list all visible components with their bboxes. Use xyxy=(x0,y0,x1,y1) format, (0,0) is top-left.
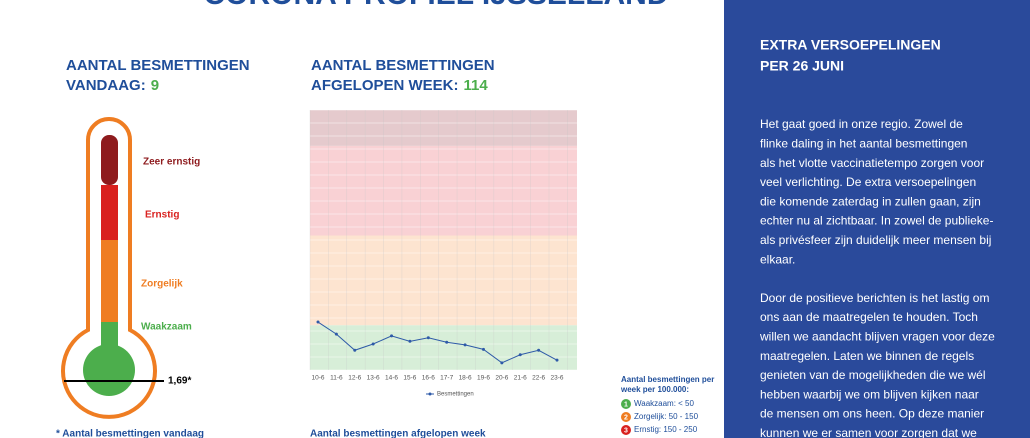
sidebar-text: flinke daling in het aantal besmettingen xyxy=(760,136,967,150)
legend-badge xyxy=(621,425,631,435)
sidebar-text: als privésfeer zijn duidelijk meer mense… xyxy=(760,233,991,247)
heading-value: 9 xyxy=(151,77,159,94)
point xyxy=(481,347,485,351)
point xyxy=(500,361,504,365)
thermometer-marker-label: 1,69* xyxy=(168,376,191,387)
sidebar-text: als het vlotte vaccinatietempo zorgen vo… xyxy=(760,156,984,170)
sidebar-text: hebben waarbij we om blijven kijken naar xyxy=(760,387,979,401)
sidebar-text: genieten van de mogelijkheden die we wél xyxy=(760,368,986,382)
legend-title: week per 100.000: xyxy=(620,385,689,394)
point xyxy=(353,348,357,352)
sidebar-text: echter nu al zichtbaar. In zowel de publ… xyxy=(760,214,993,228)
legend-item: Zorgelijk: 50 - 150 xyxy=(634,412,699,421)
heading: AFGELOPEN WEEK: xyxy=(311,77,459,94)
point xyxy=(426,336,430,340)
thermometer-segment xyxy=(101,185,118,240)
thermometer-label: Ernstig xyxy=(145,210,179,221)
heading: VANDAAG: xyxy=(66,77,146,94)
thermometer-segment xyxy=(101,135,118,185)
x-tick-label: 15-6 xyxy=(403,375,416,382)
legend-label: Besmettingen xyxy=(437,392,474,398)
sidebar-text: de mensen om ons heen. Op deze manier xyxy=(760,407,984,421)
legend-item: Waakzaam: < 50 xyxy=(634,399,695,408)
sidebar-text: Het gaat goed in onze regio. Zowel de xyxy=(760,117,963,131)
band xyxy=(310,145,577,236)
band xyxy=(310,235,577,326)
legend-badge xyxy=(621,412,631,422)
legend-number: 1 xyxy=(624,401,628,408)
thermometer-label: Zeer ernstig xyxy=(143,157,200,168)
legend-number: 3 xyxy=(624,427,628,434)
legend-title: Aantal besmettingen per xyxy=(621,375,714,384)
point xyxy=(555,358,559,362)
x-tick-label: 17-7 xyxy=(440,375,453,382)
sidebar-text: veel verlichting. De extra versoepelinge… xyxy=(760,175,976,189)
legend-swatch xyxy=(428,392,432,396)
sidebar-text: elkaar. xyxy=(760,252,795,266)
sidebar-bg xyxy=(724,0,1030,438)
point xyxy=(371,342,375,346)
sidebar-title: PER 26 JUNI xyxy=(760,58,844,74)
point xyxy=(463,343,467,347)
x-tick-label: 21-6 xyxy=(514,375,527,382)
page-title: CORONA PROFIEL IJSSELLAND xyxy=(203,0,668,11)
x-tick-label: 23-6 xyxy=(550,375,563,382)
thermometer-segment xyxy=(101,240,118,322)
point xyxy=(390,334,394,338)
point xyxy=(334,332,338,336)
heading-value: 114 xyxy=(464,77,489,94)
thermometer-label: Zorgelijk xyxy=(141,279,183,290)
sidebar-text: die komende zaterdag in zullen gaan, zij… xyxy=(760,194,981,208)
x-tick-label: 18-6 xyxy=(459,375,472,382)
x-tick-label: 11-6 xyxy=(330,375,343,382)
line xyxy=(317,321,558,364)
x-tick-label: 16-6 xyxy=(422,375,435,382)
x-tick-label: 13-6 xyxy=(367,375,380,382)
heading: AANTAL BESMETTINGEN xyxy=(311,57,495,74)
sidebar-text: kunnen we er samen voor zorgen dat we xyxy=(760,426,977,438)
x-tick-label: 10-6 xyxy=(311,375,324,382)
sidebar-title: EXTRA VERSOEPELINGEN xyxy=(760,37,941,53)
x-tick-label: 19-6 xyxy=(477,375,490,382)
thermometer-label: Waakzaam xyxy=(141,322,192,333)
footnote: * Aantal besmettingen vandaag xyxy=(56,429,204,438)
sidebar-text: ons aan de maatregelen te houden. Toch xyxy=(760,310,978,324)
point xyxy=(408,339,412,343)
sidebar-text: Door de positieve berichten is het lasti… xyxy=(760,291,989,305)
band xyxy=(310,325,577,370)
x-tick-label: 14-6 xyxy=(385,375,398,382)
x-tick-label: 12-6 xyxy=(348,375,361,382)
legend-item: Ernstig: 150 - 250 xyxy=(634,425,698,434)
thermometer-bulb xyxy=(83,344,135,396)
point xyxy=(518,353,522,357)
legend-badge xyxy=(621,399,631,409)
x-tick-label: 20-6 xyxy=(495,375,508,382)
legend-number: 2 xyxy=(624,414,628,421)
band xyxy=(310,110,577,146)
sidebar-text: maatregelen. Laten we binnen de regels xyxy=(760,349,974,363)
point xyxy=(537,348,541,352)
sidebar-text: willen we aandacht blijven vragen voor d… xyxy=(759,329,995,343)
x-tick-label: 22-6 xyxy=(532,375,545,382)
footnote: Aantal besmettingen afgelopen week xyxy=(310,429,486,438)
point xyxy=(445,340,449,344)
point xyxy=(316,320,320,324)
heading: AANTAL BESMETTINGEN xyxy=(66,57,250,74)
